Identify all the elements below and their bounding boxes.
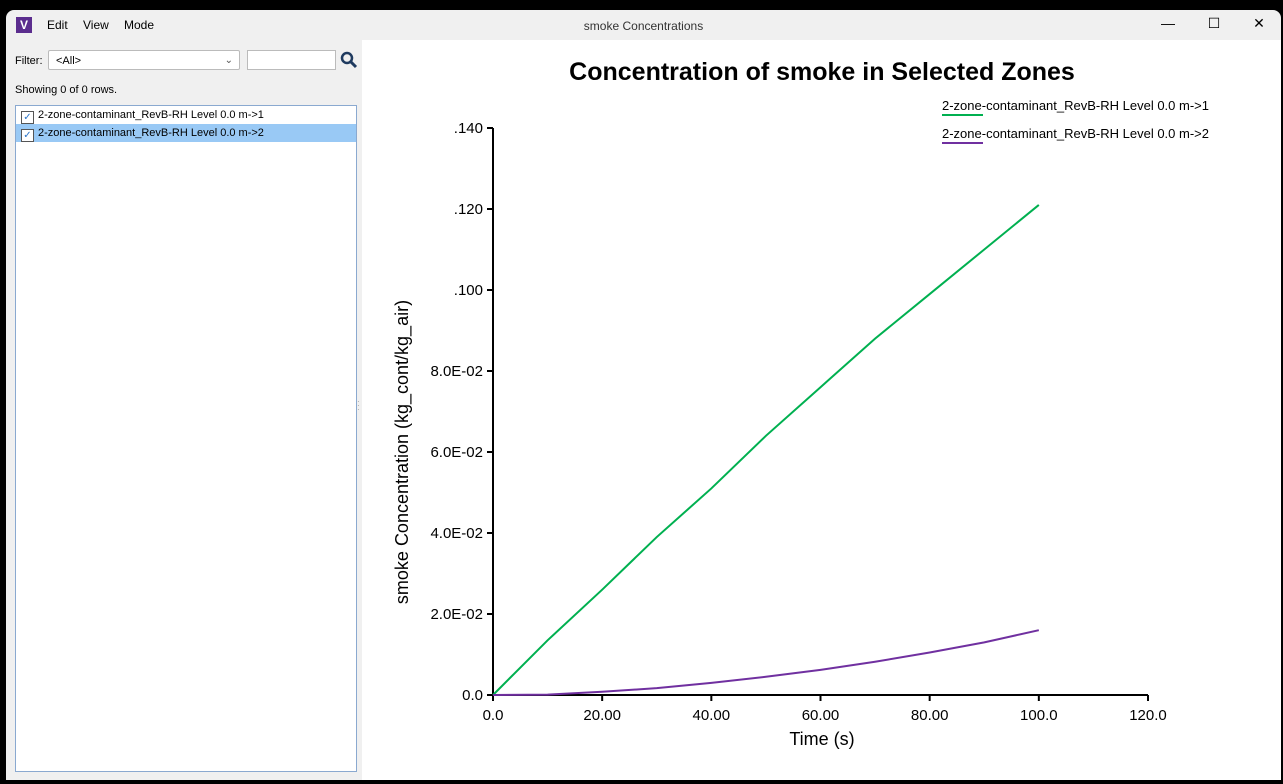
left-panel: Filter: <All> ⌄ Showing 0 of 0 rows. ✓ 2-z…: [6, 40, 358, 780]
filter-label: Filter:: [15, 55, 43, 67]
y-tick-label: .120: [454, 201, 483, 218]
series-line-1: [492, 204, 1040, 696]
series-line-2: [492, 629, 1040, 696]
row-count-text: Showing 0 of 0 rows.: [15, 84, 118, 96]
series-list: ✓ 2-zone-contaminant_RevB-RH Level 0.0 m-…: [15, 105, 357, 772]
maximize-button[interactable]: ☐: [1207, 15, 1221, 31]
filter-value: <All>: [56, 55, 82, 67]
y-tick-label: 2.0E-02: [430, 606, 483, 623]
search-icon[interactable]: [340, 51, 358, 69]
y-axis-label: smoke Concentration (kg_cont/kg_air): [392, 300, 413, 604]
x-tick-label: 80.00: [911, 707, 949, 724]
checkbox[interactable]: ✓: [21, 111, 34, 124]
window-title: smoke Concentrations: [583, 19, 704, 33]
chevron-down-icon: ⌄: [224, 55, 233, 66]
x-axis-label: Time (s): [789, 729, 854, 749]
y-tick-label: 4.0E-02: [430, 525, 483, 542]
list-item-label: 2-zone-contaminant_RevB-RH Level 0.0 m->…: [38, 127, 264, 139]
y-tick-label: 8.0E-02: [430, 363, 483, 380]
legend-label: 2-zone-contaminant_RevB-RH Level 0.0 m->…: [942, 126, 1209, 141]
x-tick-label: 100.0: [1020, 707, 1058, 724]
close-button[interactable]: ✕: [1253, 15, 1265, 31]
y-tick-label: 0.0: [462, 687, 483, 704]
x-tick-label: 60.00: [802, 707, 840, 724]
menu-view[interactable]: View: [83, 18, 109, 32]
x-tick-label: 20.00: [583, 707, 621, 724]
chart-title: Concentration of smoke in Selected Zones: [569, 58, 1075, 86]
splitter-handle[interactable]: · · ·: [357, 397, 360, 414]
filter-dropdown[interactable]: <All> ⌄: [48, 50, 240, 70]
list-item[interactable]: ✓ 2-zone-contaminant_RevB-RH Level 0.0 m-…: [16, 124, 356, 142]
title-bar: V Edit View Mode smoke Concentrations — …: [6, 10, 1281, 40]
x-tick-label: 120.0: [1129, 707, 1167, 724]
x-tick-label: 0.0: [483, 707, 504, 724]
y-tick-label: .140: [454, 120, 483, 137]
window: V Edit View Mode smoke Concentrations — …: [6, 10, 1281, 780]
minimize-button[interactable]: —: [1161, 15, 1175, 31]
search-input[interactable]: [247, 50, 336, 70]
list-item[interactable]: ✓ 2-zone-contaminant_RevB-RH Level 0.0 m-…: [16, 106, 356, 124]
chart: Concentration of smoke in Selected Zones…: [392, 58, 1209, 749]
list-item-label: 2-zone-contaminant_RevB-RH Level 0.0 m->…: [38, 109, 264, 121]
y-tick-label: .100: [454, 282, 483, 299]
legend-label: 2-zone-contaminant_RevB-RH Level 0.0 m->…: [942, 98, 1209, 113]
menu-edit[interactable]: Edit: [47, 18, 68, 32]
x-tick-label: 40.00: [693, 707, 731, 724]
chart-area: Concentration of smoke in Selected Zones…: [362, 40, 1281, 780]
y-tick-label: 6.0E-02: [430, 444, 483, 461]
checkbox[interactable]: ✓: [21, 129, 34, 142]
app-logo-icon: V: [16, 17, 32, 33]
menu-mode[interactable]: Mode: [124, 18, 155, 32]
